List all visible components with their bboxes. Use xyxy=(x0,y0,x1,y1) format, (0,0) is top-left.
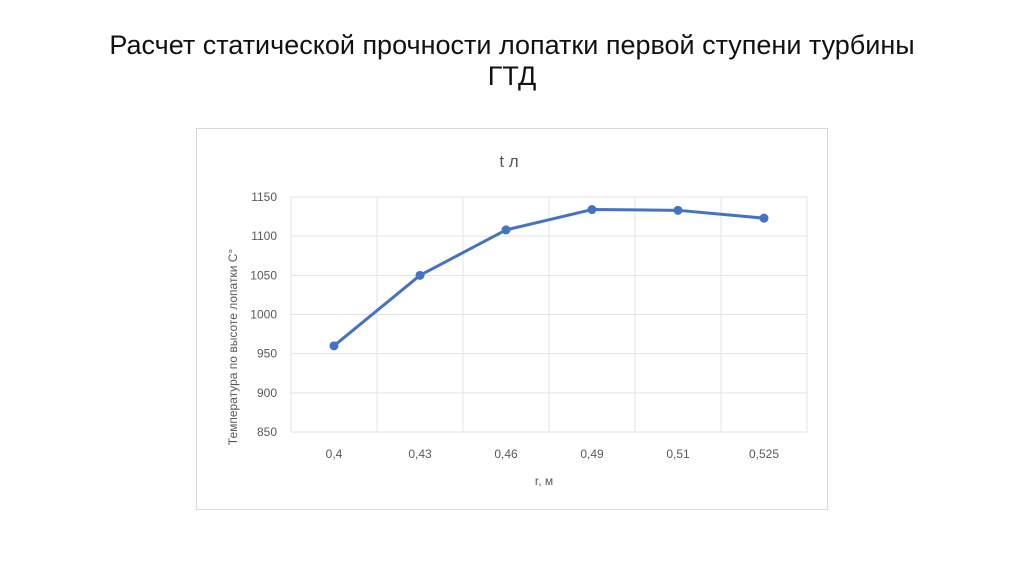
y-tick-label: 1000 xyxy=(250,308,277,322)
series-line xyxy=(332,208,766,348)
y-tick-label: 1150 xyxy=(251,190,277,204)
x-tick-label: 0,525 xyxy=(749,447,779,461)
y-tick-label: 900 xyxy=(257,386,277,400)
slide-title: Расчет статической прочности лопатки пер… xyxy=(40,30,984,92)
chart-frame: t л r, м Температура по высоте лопатки С… xyxy=(196,128,828,510)
x-tick-label: 0,49 xyxy=(580,447,604,461)
x-tick-label: 0,4 xyxy=(326,447,343,461)
data-point xyxy=(501,225,511,235)
data-point xyxy=(329,341,339,351)
grid-layer xyxy=(290,196,808,433)
chart-svg: t л r, м Температура по высоте лопатки С… xyxy=(226,152,808,488)
series-layer xyxy=(329,205,769,351)
data-point xyxy=(587,205,597,215)
y-axis-label: Температура по высоте лопатки С° xyxy=(226,249,240,446)
x-tick-label: 0,51 xyxy=(666,447,690,461)
x-axis-label: r, м xyxy=(535,474,553,488)
data-point xyxy=(759,213,769,223)
slide-title-line-1: Расчет статической прочности лопатки пер… xyxy=(109,30,915,60)
y-tick-label: 950 xyxy=(257,347,277,361)
x-tick-label: 0,43 xyxy=(408,447,432,461)
data-point xyxy=(673,205,683,215)
y-tick-label: 1050 xyxy=(250,268,277,282)
chart-title: t л xyxy=(499,152,518,171)
y-tick-label: 850 xyxy=(257,425,277,439)
slide-title-line-2: ГТД xyxy=(487,61,537,91)
data-point xyxy=(415,270,425,280)
y-tick-label: 1100 xyxy=(251,229,277,243)
x-tick-label: 0,46 xyxy=(494,447,518,461)
tick-layer: 850 900 950 1000 1050 1100 1150 0,4 0,43 0,46 0,49… xyxy=(250,190,779,461)
